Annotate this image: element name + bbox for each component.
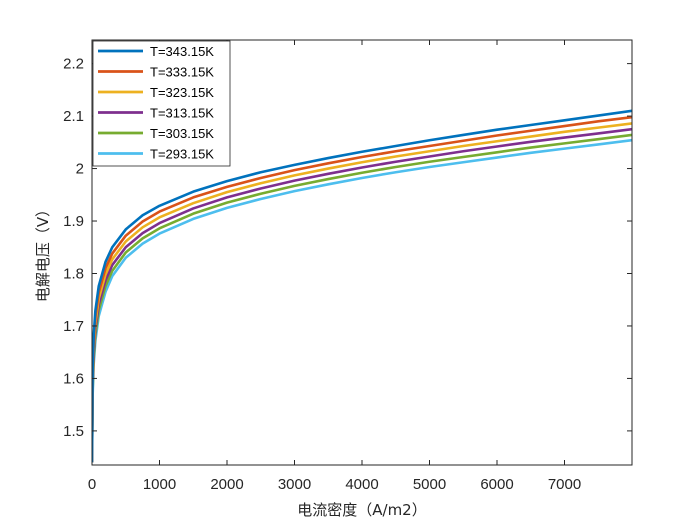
legend-label: T=343.15K bbox=[150, 44, 214, 59]
y-tick-label: 1.7 bbox=[63, 318, 84, 335]
x-tick-label: 4000 bbox=[345, 476, 378, 493]
y-tick-label: 1.9 bbox=[63, 213, 84, 230]
legend-box bbox=[92, 40, 231, 167]
x-tick-label: 0 bbox=[88, 476, 96, 493]
series-layer bbox=[92, 109, 632, 463]
y-tick-label: 2.1 bbox=[63, 108, 84, 125]
legend-label: T=323.15K bbox=[150, 85, 214, 100]
x-tick-label: 3000 bbox=[278, 476, 311, 493]
tick-layer: 0 1000 2000 3000 4000 5000 6000 7000 1.5 1.6 1.7 1.… bbox=[63, 40, 632, 493]
x-tick-label: 7000 bbox=[548, 476, 581, 493]
legend: T=343.15K T=333.15K T=323.15K T=313.15K T=30… bbox=[92, 40, 231, 167]
series-line-1 bbox=[92, 109, 632, 463]
x-tick-label: 2000 bbox=[210, 476, 243, 493]
x-tick-label: 6000 bbox=[480, 476, 513, 493]
legend-label: T=313.15K bbox=[150, 106, 214, 121]
x-axis-label: 电流密度（A/m2） bbox=[297, 501, 426, 519]
y-tick-label: 2.2 bbox=[63, 56, 84, 73]
y-tick-label: 2 bbox=[76, 161, 84, 178]
y-tick-label: 1.8 bbox=[63, 265, 84, 282]
x-tick-label: 5000 bbox=[413, 476, 446, 493]
y-tick-label: 1.6 bbox=[63, 370, 84, 387]
y-axis-label: 电解电压（V） bbox=[34, 202, 52, 302]
x-tick-label: 1000 bbox=[143, 476, 176, 493]
y-tick-label: 1.5 bbox=[63, 423, 84, 440]
legend-label: T=333.15K bbox=[150, 65, 214, 80]
legend-label: T=303.15K bbox=[150, 126, 214, 141]
legend-label: T=293.15K bbox=[150, 147, 214, 162]
